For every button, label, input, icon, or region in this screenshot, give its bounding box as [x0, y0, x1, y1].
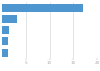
- Bar: [2, 49, 8, 57]
- Bar: [2, 4, 83, 12]
- Bar: [2, 15, 17, 23]
- Bar: [2, 37, 8, 45]
- Bar: [2, 26, 9, 34]
